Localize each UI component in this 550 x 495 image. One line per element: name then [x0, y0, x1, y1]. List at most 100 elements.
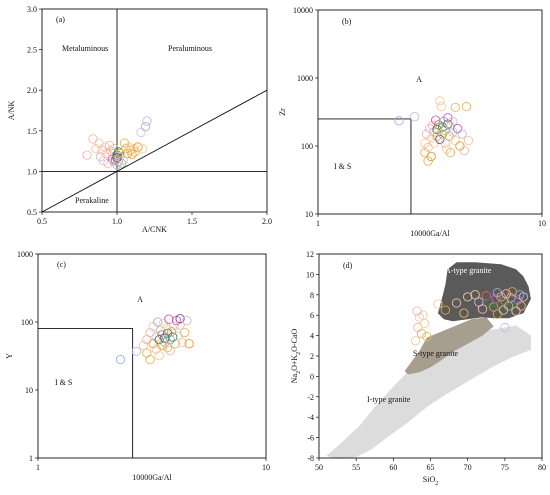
data-point — [436, 101, 446, 112]
data-points — [82, 116, 152, 170]
data-point — [506, 293, 516, 303]
a-type-field-label: A-type granite — [445, 266, 492, 275]
data-point — [448, 127, 458, 137]
y-tick-label: -4 — [307, 413, 314, 422]
data-point — [443, 119, 453, 129]
data-point — [142, 348, 152, 358]
data-point — [142, 116, 152, 126]
x-tick-label: 10 — [262, 463, 270, 472]
data-point — [168, 332, 178, 342]
i-type-field-label: I-type granite — [367, 395, 411, 404]
data-points — [394, 96, 474, 166]
y-tick-label: 1000 — [17, 250, 33, 259]
data-point — [177, 337, 188, 348]
data-point — [101, 148, 112, 159]
data-point — [440, 138, 450, 148]
y-tick-label: 0.5 — [27, 208, 37, 217]
region-label-perakaline: Perakaline — [75, 196, 109, 205]
y-tick-label: 1.5 — [27, 127, 37, 136]
data-point — [131, 346, 142, 357]
discrimination-line — [38, 328, 134, 458]
y-tick-label: -8 — [307, 454, 314, 463]
data-point — [435, 96, 445, 106]
y-axis-label: Y — [5, 353, 14, 359]
data-point — [452, 123, 463, 134]
data-point — [409, 112, 420, 122]
data-point — [451, 298, 462, 308]
y-tick-label: 1 — [29, 454, 33, 463]
x-tick-label: 10 — [538, 219, 546, 228]
y-tick-label: -2 — [307, 393, 314, 402]
data-point — [118, 155, 128, 165]
x-axis-label: 10000Ga/Al — [132, 473, 172, 482]
y-tick-label: 1000 — [297, 74, 313, 83]
data-point — [437, 122, 448, 132]
x-tick-label: 70 — [464, 463, 472, 472]
data-point — [91, 144, 101, 154]
data-point — [513, 295, 523, 305]
data-point — [474, 297, 484, 307]
data-point — [511, 306, 521, 316]
region-label-i-s: I & S — [334, 162, 351, 171]
data-point — [432, 131, 442, 141]
data-point — [164, 314, 174, 324]
data-point — [153, 317, 163, 327]
data-point — [450, 102, 460, 113]
x-tick-label: 55 — [352, 463, 360, 472]
data-point — [459, 146, 469, 156]
y-tick-label: 4 — [310, 332, 314, 341]
data-point — [158, 318, 169, 329]
data-point — [445, 121, 456, 131]
x-tick-label: 65 — [427, 463, 435, 472]
x-tick-label: 0.5 — [37, 217, 47, 226]
data-point — [470, 290, 480, 300]
data-point — [477, 304, 488, 314]
data-point — [443, 113, 453, 123]
data-point — [440, 305, 451, 315]
data-point — [155, 325, 166, 336]
data-point — [175, 320, 185, 330]
data-point — [180, 327, 190, 338]
data-point — [450, 135, 460, 146]
data-point — [426, 133, 436, 143]
y-axis-label: Na2O+K2O-CaO — [290, 329, 302, 384]
data-point — [138, 340, 149, 351]
data-point — [166, 327, 177, 337]
data-point — [463, 135, 474, 146]
panel-label: (b) — [342, 17, 352, 26]
data-point — [127, 149, 137, 159]
data-point — [154, 350, 164, 361]
data-point — [419, 318, 430, 329]
data-point — [136, 127, 146, 138]
data-point — [122, 148, 133, 159]
region-label-metaluminous: Metaluminous — [62, 44, 108, 53]
x-tick-label: 60 — [389, 463, 397, 472]
data-point — [445, 147, 456, 158]
divider-diagonal — [41, 89, 268, 213]
data-point — [137, 144, 148, 154]
region-label-i-s: I & S — [55, 378, 72, 387]
x-tick-label: 1.5 — [187, 217, 197, 226]
data-point — [463, 292, 473, 302]
region-label-a: A — [137, 295, 143, 304]
data-point — [184, 339, 194, 349]
data-point — [169, 321, 179, 331]
y-tick-label: 6 — [310, 311, 314, 320]
data-point — [145, 327, 155, 338]
data-point — [133, 142, 143, 152]
data-point — [412, 306, 422, 316]
panel-label: (c) — [57, 260, 66, 269]
x-tick-label: 1.0 — [112, 217, 122, 226]
data-point — [500, 322, 510, 333]
data-points — [115, 314, 194, 365]
data-point — [160, 337, 170, 348]
plot-frame — [317, 9, 543, 215]
data-point — [88, 134, 98, 144]
S-type-field — [404, 317, 494, 375]
x-tick-label: 75 — [501, 463, 509, 472]
region-label-peraluminous: Peraluminous — [168, 44, 212, 53]
y-axis-label: A/NK — [7, 101, 16, 121]
discrimination-line — [318, 118, 412, 214]
x-axis-label: A/CNK — [142, 225, 167, 234]
